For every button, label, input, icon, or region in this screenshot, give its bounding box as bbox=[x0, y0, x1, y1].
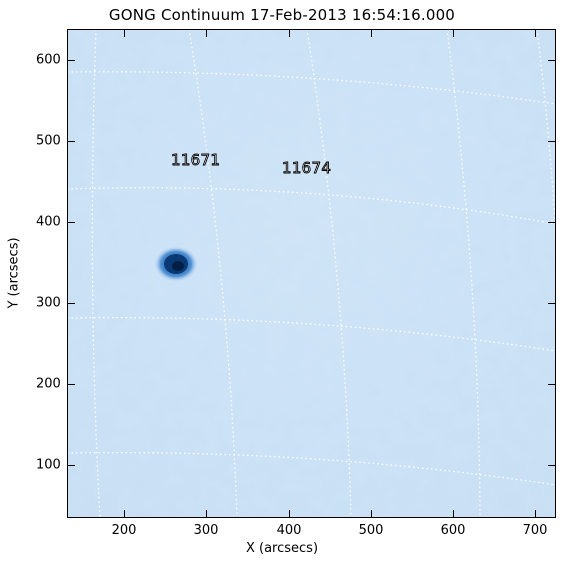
y-axis-label: Y (arcsecs) bbox=[6, 237, 22, 309]
x-tick-label: 300 bbox=[193, 523, 219, 538]
x-tick-label: 200 bbox=[111, 523, 137, 538]
y-tick-label: 200 bbox=[36, 376, 61, 392]
latitude-line bbox=[67, 451, 556, 486]
active-region-label: 11674 bbox=[282, 159, 332, 178]
plot-title: GONG Continuum 17-Feb-2013 16:54:16.000 bbox=[108, 6, 456, 24]
x-tick-label: 400 bbox=[276, 523, 302, 538]
y-tick-label: 400 bbox=[36, 214, 61, 230]
granulation-texture bbox=[67, 29, 556, 518]
y-tick-label: 500 bbox=[36, 133, 61, 149]
active-region-label: 11671 bbox=[171, 151, 221, 170]
solar-image: 11671 11674 bbox=[67, 29, 556, 518]
y-tick-label: 300 bbox=[36, 295, 61, 311]
latitude-line bbox=[67, 316, 556, 352]
y-tick-label: 100 bbox=[36, 457, 61, 473]
sunspot bbox=[154, 246, 198, 282]
heliographic-grid bbox=[67, 29, 556, 518]
latitude-line bbox=[67, 187, 556, 225]
y-tick-label: 600 bbox=[36, 52, 61, 68]
x-tick-label: 500 bbox=[358, 523, 384, 538]
solar-disk-svg bbox=[67, 29, 556, 518]
sunspot-core bbox=[172, 261, 184, 271]
longitude-line bbox=[91, 29, 101, 518]
x-axis-label: X (arcsecs) bbox=[245, 541, 319, 556]
x-tick-label: 700 bbox=[522, 523, 548, 538]
x-tick-label: 600 bbox=[440, 523, 466, 538]
longitude-line bbox=[446, 29, 481, 518]
latitude-line bbox=[67, 71, 556, 105]
